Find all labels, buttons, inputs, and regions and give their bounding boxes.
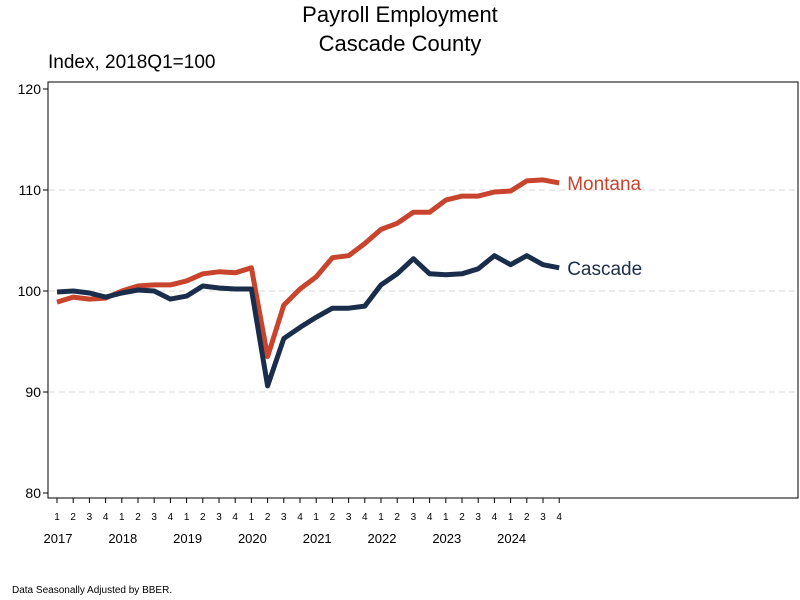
y-tick-label: 120 [18,81,42,97]
x-tick-label-quarter: 1 [119,512,125,523]
x-tick-label-quarter: 2 [330,512,336,523]
chart-title-line-1: Payroll Employment [302,2,498,27]
x-tick-label-quarter: 3 [540,512,546,523]
x-tick-label-quarter: 3 [87,512,93,523]
x-tick-label-quarter: 1 [443,512,449,523]
series-label-montana: Montana [567,174,641,195]
chart-title-line-2: Cascade County [318,31,482,56]
x-tick-label-quarter: 1 [54,512,60,523]
y-tick-label: 90 [25,384,41,400]
x-tick-label-quarter: 2 [200,512,206,523]
series-labels: Montana Cascade [567,174,642,280]
y-tick-label: 80 [25,485,41,501]
x-tick-label-year: 2021 [303,531,332,546]
series-line-cascade [56,253,560,389]
x-tick-label-year: 2024 [497,531,526,546]
x-tick-label-quarter: 4 [427,512,433,523]
x-tick-label-quarter: 2 [265,512,271,523]
series-line-montana [56,177,560,360]
x-tick-label-quarter: 4 [103,512,109,523]
series-lines [56,177,560,389]
x-tick-label-year: 2020 [238,531,267,546]
footnote: Data Seasonally Adjusted by BBER. [12,585,173,596]
x-tick-label-quarter: 3 [216,512,222,523]
x-tick-label-quarter: 4 [168,512,174,523]
gridlines [49,189,797,393]
x-tick-label-year: 2018 [108,531,137,546]
series-label-cascade: Cascade [567,259,642,280]
x-tick-label-quarter: 1 [249,512,255,523]
x-tick-label-quarter: 4 [492,512,498,523]
y-axis-label: Index, 2018Q1=100 [48,52,216,73]
x-tick-label-quarter: 3 [411,512,417,523]
x-tick-label-quarter: 3 [346,512,352,523]
x-tick-label-quarter: 4 [556,512,562,523]
x-tick-label-quarter: 2 [135,512,141,523]
plot-frame [47,81,799,499]
x-tick-label-year: 2017 [44,531,73,546]
x-tick-label-year: 2022 [368,531,397,546]
x-tick-label-year: 2019 [173,531,202,546]
x-tick-label-quarter: 4 [297,512,303,523]
y-tick-label: 100 [18,283,42,299]
y-axis: 80 90 100 110 120 [18,81,48,501]
x-tick-label-quarter: 2 [459,512,465,523]
y-tick-label: 110 [19,182,42,198]
x-tick-label-quarter: 1 [313,512,319,523]
x-tick-label-quarter: 1 [184,512,190,523]
x-tick-label-year: 2023 [432,531,461,546]
x-tick-label-quarter: 3 [475,512,481,523]
x-tick-label-quarter: 3 [151,512,157,523]
x-tick-label-quarter: 2 [524,512,530,523]
x-tick-label-quarter: 4 [232,512,238,523]
x-tick-label-quarter: 4 [362,512,368,523]
x-tick-label-quarter: 2 [394,512,400,523]
x-tick-label-quarter: 3 [281,512,287,523]
x-tick-label-quarter: 2 [70,512,76,523]
x-tick-label-quarter: 1 [378,512,384,523]
x-tick-label-quarter: 1 [508,512,514,523]
